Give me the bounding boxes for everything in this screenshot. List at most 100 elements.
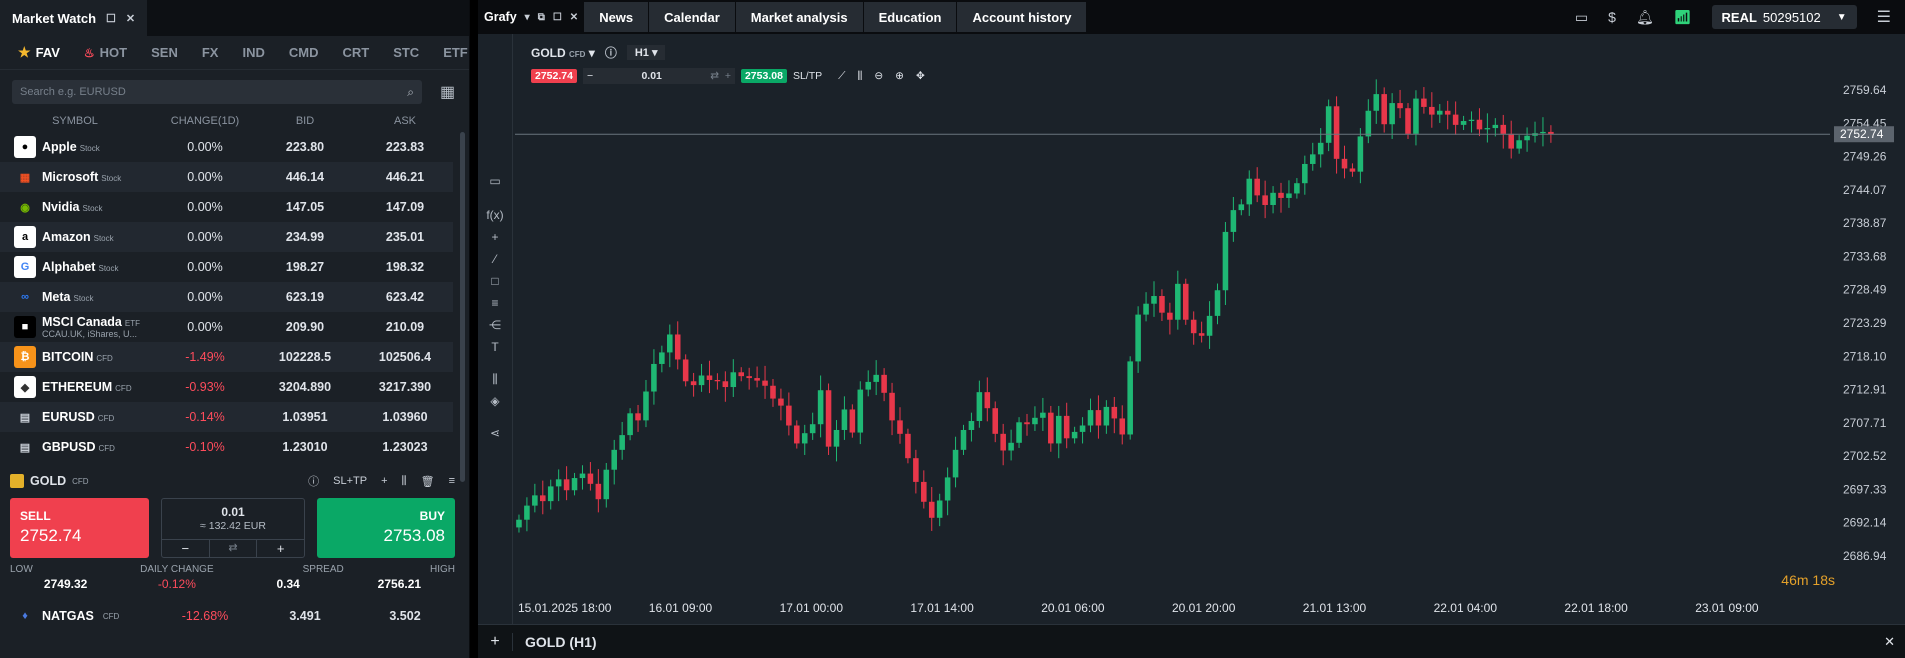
ask-cell[interactable]: 147.09 — [385, 200, 425, 214]
info-icon[interactable]: ⓘ — [604, 46, 617, 60]
timeframe-select[interactable]: H1 ▾ — [626, 45, 666, 60]
volume-value[interactable]: 0.01 — [221, 505, 245, 519]
tab-hot[interactable]: ♨ HOT — [83, 45, 128, 60]
chart-sltp[interactable]: SL/TP — [792, 70, 823, 82]
ask-cell[interactable]: 210.09 — [385, 320, 425, 334]
ask-cell[interactable]: 446.21 — [385, 170, 425, 184]
tab-account-history[interactable]: Account history — [957, 2, 1088, 32]
ask-cell[interactable]: 102506.4 — [378, 350, 432, 364]
move-icon[interactable]: ✥ — [915, 70, 925, 82]
tab-crt[interactable]: CRT — [342, 45, 370, 60]
text-tool-icon[interactable]: T — [491, 340, 499, 354]
rectangle-tool-icon[interactable]: □ — [491, 274, 499, 288]
table-row[interactable]: ■ MSCI Canada ETF CCAU.UK, iShares, U... 0.0… — [0, 312, 453, 342]
tab-ind[interactable]: IND — [242, 45, 265, 60]
tab-stc[interactable]: STC — [393, 45, 420, 60]
deposit-icon[interactable]: $ — [1608, 9, 1616, 25]
search-icon[interactable]: ⌕ — [407, 84, 414, 99]
tab-market-analysis[interactable]: Market analysis — [735, 2, 864, 32]
ask-cell[interactable]: 223.83 — [385, 140, 425, 154]
line-chart-icon[interactable]: ⟋ — [838, 69, 846, 82]
bid-cell[interactable]: 623.19 — [285, 290, 325, 304]
chart-tab-gold[interactable]: GOLD (H1) — [525, 633, 597, 650]
table-row[interactable]: ◉ Nvidia Stock 0.00% 147.05 147.09 — [0, 192, 453, 222]
bell-icon[interactable]: 🔔︎ — [1635, 8, 1654, 25]
tab-education[interactable]: Education — [863, 2, 958, 32]
charts-tab[interactable]: Grafy ▾ ⧉ ☐ ✕ — [478, 0, 584, 34]
bid-cell[interactable]: 234.99 — [285, 230, 325, 244]
table-row[interactable]: ♦ NATGAS CFD -12.68% 3.491 3.502 — [0, 601, 455, 631]
bid-cell[interactable]: 198.27 — [285, 260, 325, 274]
bid-cell[interactable]: 446.14 — [285, 170, 325, 184]
ask-cell[interactable]: 198.32 — [385, 260, 425, 274]
chart-sell-button[interactable]: 2752.74 — [531, 69, 577, 83]
list-add-icon[interactable]: ≡ — [448, 475, 455, 487]
table-row[interactable]: ◆ ETHEREUM CFD -0.93% 3204.890 3217.390 — [0, 372, 453, 402]
indicator-icon[interactable]: f(x) — [486, 208, 504, 222]
zoom-in-icon[interactable]: ⊕ — [895, 70, 904, 82]
ask-cell[interactable]: 3.502 — [389, 609, 421, 623]
trash-icon[interactable]: 🗑 — [420, 475, 435, 488]
gold-expanded-header[interactable]: GOLD CFD ⓘ SL+TP + ⫼ 🗑 ≡ — [10, 466, 455, 496]
zoom-out-icon[interactable]: ⊖ — [874, 70, 884, 82]
bid-cell[interactable]: 209.90 — [285, 320, 325, 334]
ask-cell[interactable]: 1.23023 — [382, 440, 428, 454]
bid-cell[interactable]: 3.491 — [289, 609, 321, 623]
increase-button[interactable]: + — [276, 541, 285, 556]
decrease-button[interactable]: − — [162, 540, 210, 557]
layers-icon[interactable]: ◈ — [490, 394, 500, 408]
tab-sen[interactable]: SEN — [151, 45, 178, 60]
info-icon[interactable]: ⓘ — [308, 476, 320, 488]
chart-settings-icon[interactable]: ⫼ — [492, 372, 498, 386]
bid-cell[interactable]: 1.23010 — [282, 440, 328, 454]
candlestick-chart[interactable]: 2759.64 2754.45 2749.26 2744.07 2738.87 2733.… — [478, 34, 1905, 624]
add-icon[interactable]: + — [381, 475, 388, 487]
layout-icon[interactable]: ▭ — [1574, 8, 1589, 25]
close-icon[interactable]: ✕ — [125, 12, 136, 25]
volume-stepper[interactable]: 0.01 ≈ 132.42 EUR − ⇄ + — [161, 498, 305, 558]
tab-cmd[interactable]: CMD — [288, 45, 319, 60]
sltp-toggle[interactable]: SL+TP — [333, 475, 368, 487]
decrease-button[interactable]: − — [586, 70, 594, 82]
screen-icon[interactable]: ▭ — [489, 174, 501, 188]
chart-volume[interactable]: 0.01 — [641, 70, 662, 82]
share-icon[interactable]: ⋖ — [489, 426, 501, 440]
market-watch-tab[interactable]: Market Watch ☐ ✕ — [0, 0, 148, 36]
table-row[interactable]: ▤ GBPUSD CFD -0.10% 1.23010 1.23023 — [0, 432, 453, 462]
table-row[interactable]: ● Apple Stock 0.00% 223.80 223.83 — [0, 132, 453, 162]
scrollbar[interactable] — [460, 132, 465, 482]
ask-cell[interactable]: 1.03960 — [382, 410, 428, 424]
tab-fav[interactable]: ★ FAV — [18, 44, 60, 60]
search-input[interactable] — [20, 86, 380, 98]
bid-cell[interactable]: 147.05 — [285, 200, 325, 214]
table-row[interactable]: a Amazon Stock 0.00% 234.99 235.01 — [0, 222, 453, 252]
table-row[interactable]: ₿ BITCOIN CFD -1.49% 102228.5 102506.4 — [0, 342, 453, 372]
tab-news[interactable]: News — [584, 2, 650, 32]
tab-calendar[interactable]: Calendar — [649, 2, 736, 32]
bid-cell[interactable]: 1.03951 — [282, 410, 328, 424]
fibonacci-icon[interactable]: ≡ — [491, 296, 499, 310]
table-row[interactable]: ▦ Microsoft Stock 0.00% 446.14 446.21 — [0, 162, 453, 192]
close-icon[interactable]: ✕ — [1884, 633, 1895, 649]
fan-tool-icon[interactable]: ⋲ — [489, 318, 501, 332]
tab-fx[interactable]: FX — [201, 45, 219, 60]
maximize-icon[interactable]: ☐ — [106, 12, 116, 25]
swap-icon[interactable]: ⇄ — [210, 540, 258, 557]
swap-icon[interactable]: ⇄ + — [710, 70, 731, 82]
crosshair-icon[interactable]: + — [491, 230, 499, 244]
menu-icon[interactable]: ☰ — [1876, 9, 1891, 26]
table-row[interactable]: G Alphabet Stock 0.00% 198.27 198.32 — [0, 252, 453, 282]
ask-cell[interactable]: 235.01 — [385, 230, 425, 244]
chart-symbol[interactable]: GOLD CFD ▾ — [531, 45, 595, 60]
chart-buy-button[interactable]: 2753.08 — [740, 69, 787, 83]
tab-etf[interactable]: ETF — [443, 45, 468, 60]
bid-cell[interactable]: 102228.5 — [278, 350, 332, 364]
bid-cell[interactable]: 223.80 — [285, 140, 325, 154]
close-icon[interactable]: ✕ — [569, 11, 579, 23]
candles-icon[interactable]: ⫼ — [857, 69, 863, 82]
bid-cell[interactable]: 3204.890 — [278, 380, 332, 394]
candles-icon[interactable]: ⫼ — [401, 474, 407, 487]
popout-icon[interactable]: ⧉ — [537, 11, 545, 23]
chart-volume-stepper[interactable]: − 0.01 ⇄ + — [582, 68, 735, 84]
line-tool-icon[interactable]: ⁄ — [493, 252, 496, 266]
